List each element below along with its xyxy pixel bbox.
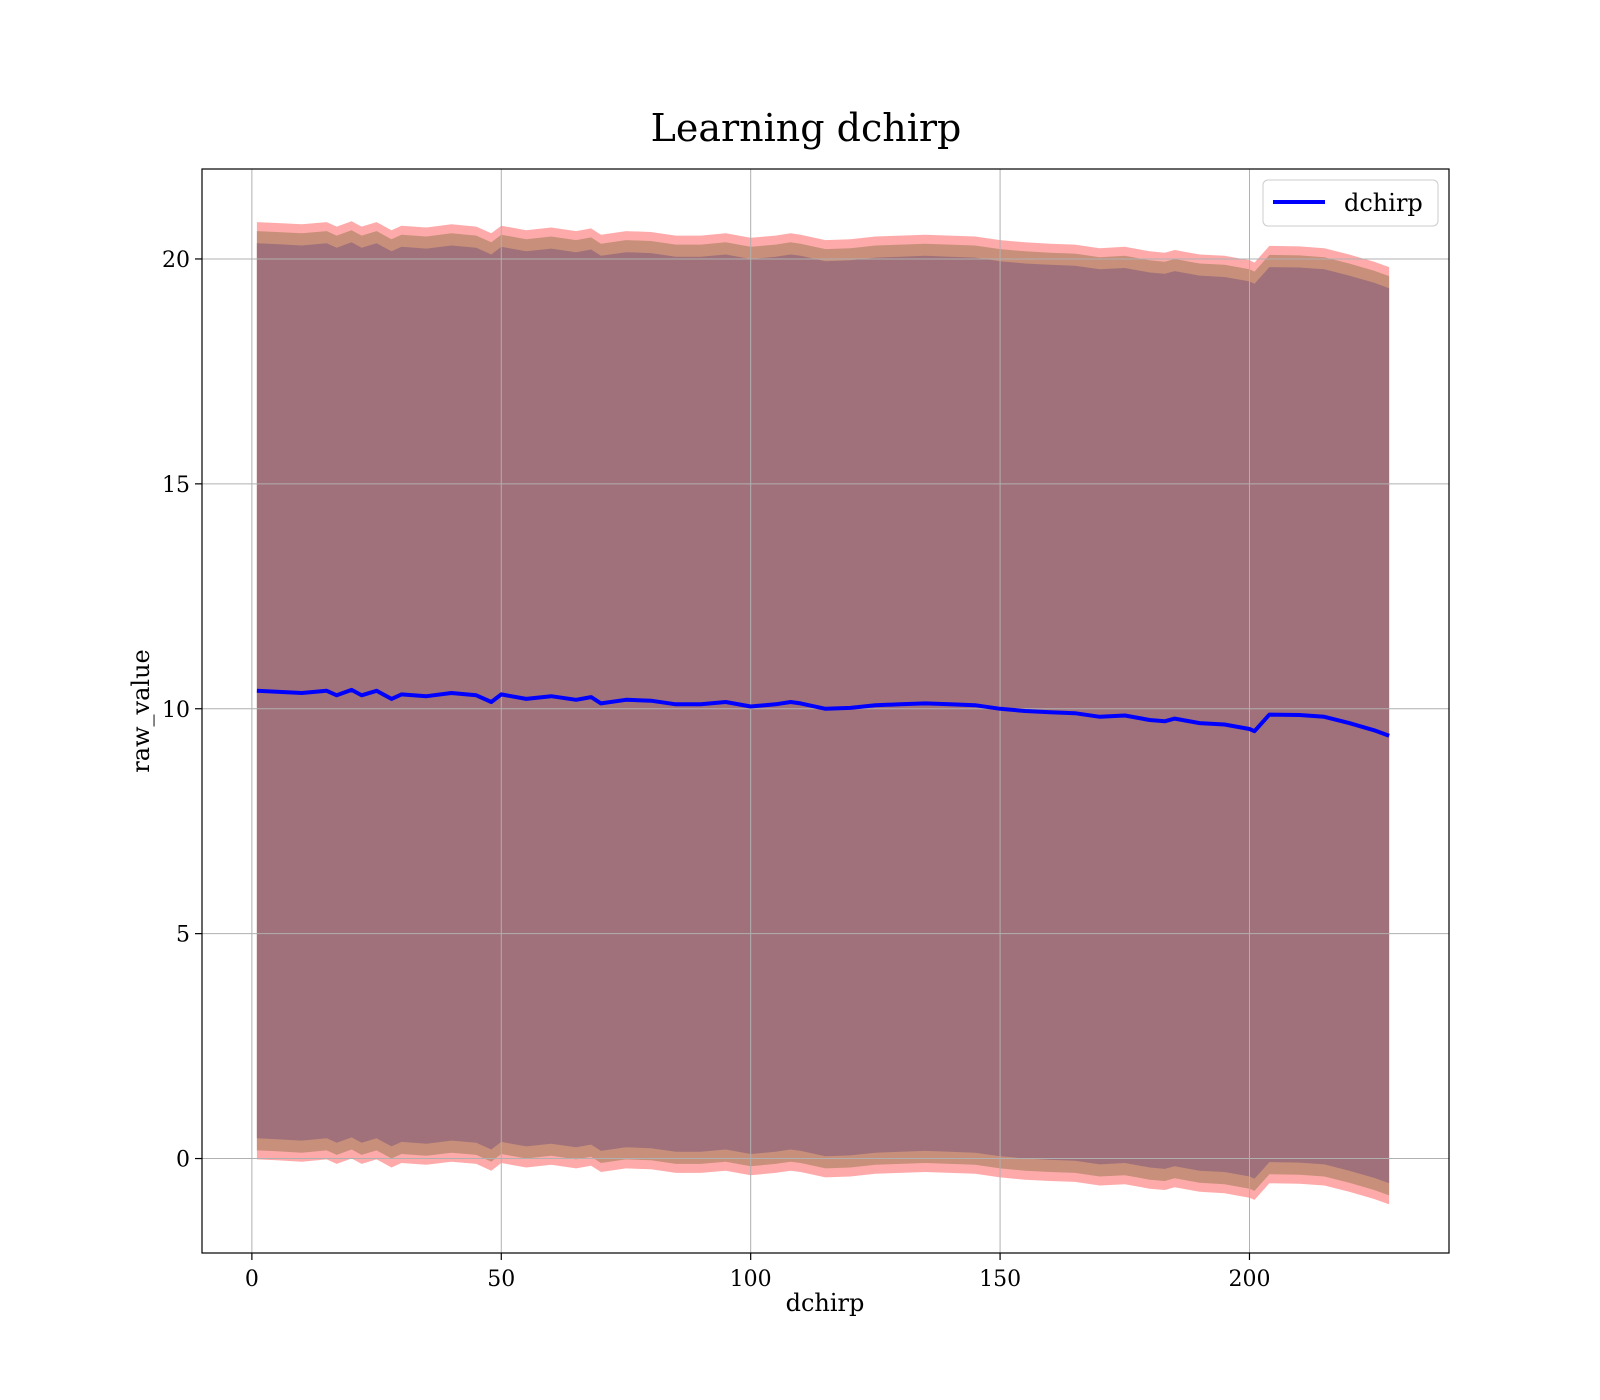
x-tick-label: 50	[487, 1267, 515, 1292]
legend: dchirp	[1262, 179, 1439, 227]
band-inner	[256, 242, 1390, 1184]
y-tick-label: 15	[162, 473, 190, 498]
plot-area	[201, 168, 1450, 1254]
y-tick-label: 5	[176, 923, 190, 948]
chart-title: Learning dchirp	[651, 106, 962, 150]
y-axis-ticks: 0 5 10 15 20	[162, 248, 202, 1173]
x-axis-ticks: 0 50 100 150 200	[245, 1253, 1270, 1292]
y-tick-label: 20	[162, 248, 190, 273]
x-tick-label: 150	[979, 1267, 1021, 1292]
series-line-dchirp	[256, 687, 1390, 738]
x-tick-label: 0	[245, 1267, 259, 1292]
legend-entry: dchirp	[1344, 189, 1423, 217]
series-lines	[256, 687, 1390, 738]
y-axis-label: raw_value	[127, 649, 155, 773]
x-axis-label: dchirp	[786, 1289, 865, 1317]
plot-frame	[201, 168, 1450, 1254]
x-tick-label: 100	[730, 1267, 772, 1292]
legend-box	[1262, 179, 1439, 227]
confidence-bands	[256, 221, 1390, 1205]
y-tick-label: 10	[162, 698, 190, 723]
y-tick-label: 0	[176, 1148, 190, 1173]
x-tick-label: 200	[1228, 1267, 1270, 1292]
